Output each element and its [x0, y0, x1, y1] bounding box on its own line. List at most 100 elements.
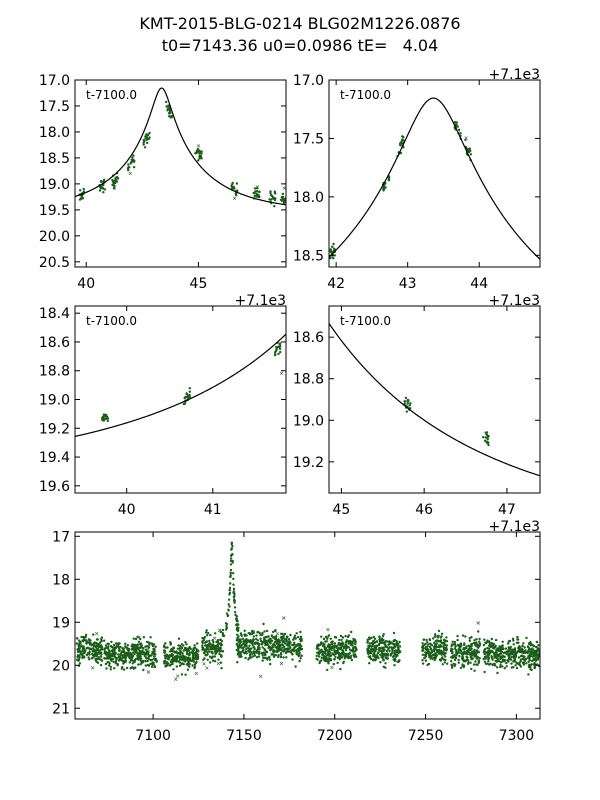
data-point: [521, 661, 525, 665]
x-tick-label: 40: [118, 502, 136, 518]
data-point: [257, 642, 260, 646]
outlier-point: [255, 185, 260, 189]
data-points: [101, 341, 284, 423]
outlier-point: [489, 641, 493, 645]
data-point: [253, 187, 257, 190]
data-point: [465, 645, 468, 648]
data-point: [293, 634, 297, 637]
data-point: [517, 656, 521, 659]
data-point: [281, 199, 285, 202]
data-point: [285, 656, 288, 659]
data-point: [247, 646, 250, 650]
data-point: [229, 557, 233, 560]
data-point: [344, 648, 348, 652]
data-point: [328, 650, 331, 653]
data-point: [389, 642, 392, 645]
data-point: [239, 638, 242, 641]
outlier-point: [429, 657, 434, 661]
data-point: [329, 659, 333, 662]
data-point: [277, 352, 280, 356]
data-point: [457, 128, 461, 131]
data-point: [98, 189, 102, 192]
data-point: [503, 667, 506, 670]
data-point: [529, 644, 532, 647]
data-point: [451, 640, 454, 643]
data-point: [173, 655, 177, 658]
data-point: [228, 605, 231, 608]
data-point: [198, 157, 201, 160]
data-point: [209, 633, 212, 637]
data-point: [275, 642, 279, 645]
outlier-point: [462, 659, 466, 663]
data-point: [295, 632, 298, 635]
data-point: [277, 638, 280, 641]
data-point: [267, 635, 270, 638]
data-point: [273, 205, 276, 208]
data-point: [279, 350, 282, 354]
data-point: [101, 416, 104, 420]
data-point: [515, 662, 519, 665]
y-tick-label: 19.2: [293, 455, 324, 471]
data-point: [198, 150, 202, 153]
data-point: [453, 642, 457, 645]
data-point: [469, 153, 473, 156]
data-point: [277, 655, 280, 659]
data-point: [338, 638, 341, 642]
data-point: [467, 649, 470, 652]
data-point: [508, 639, 512, 643]
data-point: [287, 638, 291, 641]
data-point: [163, 662, 166, 665]
data-point: [427, 643, 430, 646]
data-point: [265, 636, 268, 639]
data-point: [239, 640, 242, 644]
outlier-point: [522, 658, 527, 662]
data-point: [127, 163, 130, 166]
data-point: [140, 651, 143, 654]
data-point: [171, 657, 174, 660]
data-point: [220, 655, 223, 658]
data-point: [268, 198, 271, 201]
data-point: [442, 638, 446, 641]
axes-frame: [328, 79, 541, 268]
outlier-point: [435, 641, 440, 645]
data-point: [371, 650, 374, 653]
data-point: [178, 664, 182, 667]
data-point: [510, 666, 513, 669]
data-point: [291, 653, 294, 656]
data-point: [219, 638, 222, 641]
data-point: [202, 651, 206, 655]
data-point: [79, 189, 82, 192]
data-point: [95, 660, 98, 663]
data-point: [253, 642, 256, 645]
data-point: [257, 652, 261, 656]
data-point: [353, 650, 356, 653]
data-point: [324, 658, 327, 661]
data-point: [392, 631, 396, 635]
data-point: [221, 632, 224, 635]
data-point: [283, 645, 286, 648]
data-point: [108, 653, 111, 657]
data-point: [286, 635, 289, 638]
data-point: [244, 651, 247, 654]
data-point: [535, 653, 538, 656]
data-point: [168, 108, 171, 111]
data-point: [368, 642, 371, 645]
data-point: [114, 177, 117, 180]
data-point: [391, 642, 394, 645]
outlier-point: [178, 657, 183, 662]
data-point: [131, 662, 134, 665]
data-point: [441, 657, 444, 660]
data-point: [384, 652, 387, 655]
data-point: [273, 192, 277, 195]
data-point: [482, 436, 485, 439]
data-point: [147, 133, 150, 136]
data-point: [281, 192, 285, 196]
data-point: [261, 659, 264, 662]
data-point: [516, 638, 520, 641]
data-point: [231, 183, 234, 186]
data-point: [219, 661, 223, 664]
data-point: [274, 654, 278, 657]
data-point: [131, 655, 134, 658]
data-point: [168, 664, 172, 667]
axis-offset-label: +7.1e3: [234, 293, 286, 309]
